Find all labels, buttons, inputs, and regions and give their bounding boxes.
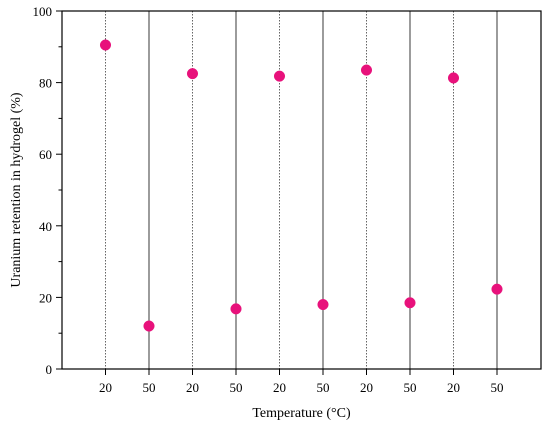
axis-ticks	[56, 10, 498, 375]
y-axis-title: Uranium retention in hydrogel (%)	[9, 92, 24, 288]
x-tick-label: 50	[143, 380, 156, 395]
plot-frame	[61, 10, 542, 370]
x-tick-label: 50	[317, 380, 330, 395]
grid-lines	[105, 11, 498, 369]
data-point	[143, 320, 155, 332]
x-tick-label: 20	[273, 380, 286, 395]
data-point	[99, 39, 112, 51]
x-tick-label: 20	[447, 380, 460, 395]
y-tick-label: 100	[33, 4, 53, 19]
x-tick-label: 20	[186, 380, 199, 395]
y-tick-labels: 0 20 40 60 80 100	[33, 4, 53, 377]
x-tick-label: 50	[404, 380, 417, 395]
x-tick-labels: 20 50 20 50 20 50 20 50 20 50	[99, 380, 504, 395]
data-point	[491, 283, 503, 295]
x-axis-title: Temperature (°C)	[252, 406, 351, 421]
data-point	[186, 68, 199, 80]
data-point	[230, 303, 242, 315]
data-points	[99, 39, 503, 332]
y-tick-label: 40	[39, 219, 52, 234]
data-point	[273, 70, 286, 82]
y-tick-label: 80	[39, 76, 52, 91]
y-tick-label: 20	[39, 290, 52, 305]
x-tick-label: 20	[99, 380, 112, 395]
data-point	[317, 299, 329, 311]
x-tick-label: 20	[360, 380, 373, 395]
y-tick-label: 60	[39, 147, 52, 162]
x-tick-label: 50	[491, 380, 504, 395]
data-point	[404, 297, 416, 309]
x-tick-label: 50	[230, 380, 243, 395]
data-point	[360, 64, 373, 76]
data-point	[447, 72, 460, 84]
y-tick-label: 0	[46, 362, 53, 377]
